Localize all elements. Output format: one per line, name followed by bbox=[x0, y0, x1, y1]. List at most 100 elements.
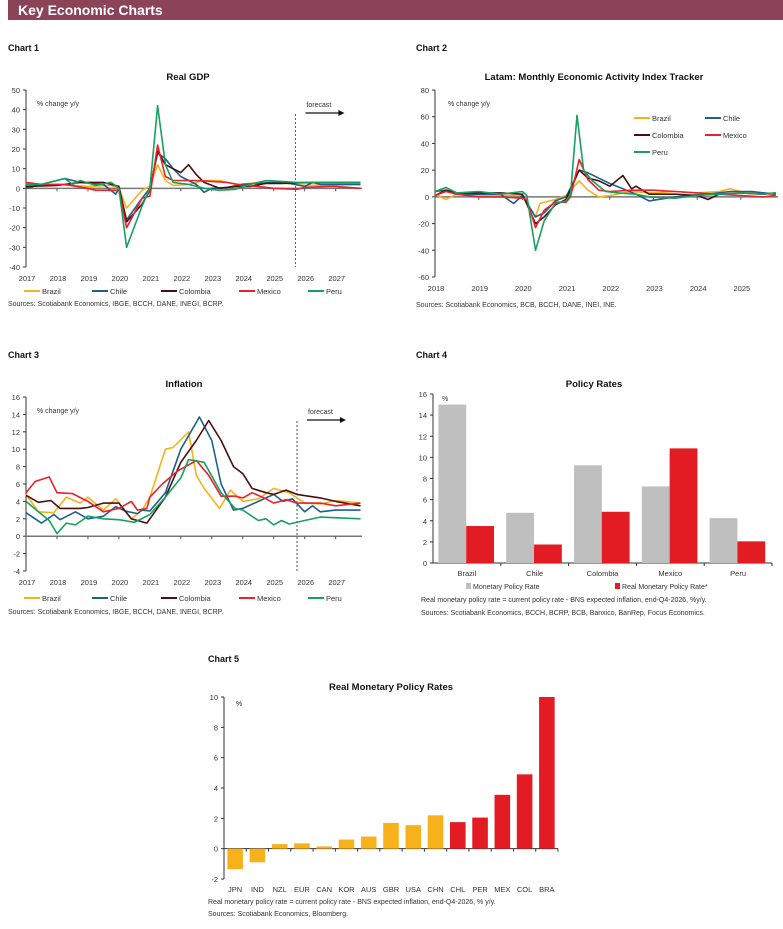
y-tick-label: 4 bbox=[214, 784, 218, 793]
legend-label: Peru bbox=[326, 594, 342, 603]
y-tick-label: 4 bbox=[16, 497, 20, 506]
x-tick-label: 2018 bbox=[428, 284, 445, 293]
series-line-peru bbox=[434, 114, 776, 252]
chart-label: Chart 4 bbox=[416, 350, 447, 360]
y-tick-label: -40 bbox=[9, 263, 20, 272]
y-tick-label: 14 bbox=[419, 411, 427, 420]
x-tick-label: 2022 bbox=[173, 274, 190, 283]
bar-can bbox=[316, 846, 332, 849]
x-tick-label: 2021 bbox=[143, 578, 160, 587]
legend-swatch bbox=[615, 583, 620, 589]
y-tick-label: 50 bbox=[12, 86, 20, 95]
y-tick-label: -20 bbox=[9, 224, 20, 233]
x-category-label: EUR bbox=[294, 885, 310, 894]
y-tick-label: 12 bbox=[12, 428, 20, 437]
y-tick-label: 80 bbox=[421, 86, 429, 95]
bar-chl bbox=[450, 822, 466, 849]
x-category-label: NZL bbox=[273, 885, 287, 894]
chart-4: Chart 4 Policy Rates% 16 14 12 10 8 6 4 2 0 Brazil C… bbox=[416, 350, 773, 617]
legend-label: Chile bbox=[723, 114, 740, 123]
chart-source: Sources: Scotiabank Economics, Bloomberg… bbox=[208, 911, 348, 918]
y-tick-label: 10 bbox=[12, 165, 20, 174]
chart-title: Inflation bbox=[166, 379, 203, 390]
bar-brazil-real-rate bbox=[466, 526, 495, 563]
chart-label: Chart 3 bbox=[8, 350, 39, 360]
x-category-label: Colombia bbox=[587, 569, 620, 578]
x-tick-label: 2020 bbox=[515, 284, 532, 293]
x-category-label: Chile bbox=[526, 569, 543, 578]
legend-label: Brazil bbox=[652, 114, 671, 123]
legend-label: Peru bbox=[652, 148, 668, 157]
bar-colombia-real-rate bbox=[601, 511, 630, 563]
bar-chile-policy-rate bbox=[506, 512, 535, 563]
legend-label: Colombia bbox=[179, 594, 212, 603]
series-line-mexico bbox=[25, 144, 361, 229]
bar-kor bbox=[338, 839, 355, 849]
x-category-label: AUS bbox=[361, 885, 376, 894]
x-category-label: JPN bbox=[228, 885, 242, 894]
legend-swatch bbox=[466, 583, 471, 589]
y-axis-unit-label: % bbox=[236, 701, 242, 708]
x-tick-label: 2017 bbox=[19, 274, 36, 283]
bar-per bbox=[472, 817, 488, 849]
chart-note: Real monetary policy rate = current poli… bbox=[208, 899, 496, 906]
x-tick-label: 2023 bbox=[646, 284, 663, 293]
y-tick-label: 20 bbox=[12, 145, 20, 154]
y-tick-label: 4 bbox=[423, 517, 427, 526]
y-tick-label: -10 bbox=[9, 204, 20, 213]
x-tick-label: 2020 bbox=[112, 578, 129, 587]
chart-label: Chart 5 bbox=[208, 654, 239, 664]
bar-chile-real-rate bbox=[534, 544, 562, 563]
bar-peru-policy-rate bbox=[709, 518, 738, 563]
y-tick-label: -4 bbox=[13, 567, 20, 576]
bar-jpn bbox=[227, 848, 243, 870]
legend-label: Mexico bbox=[257, 287, 281, 296]
y-tick-label: 20 bbox=[421, 166, 429, 175]
series-line-mexico bbox=[25, 459, 361, 513]
x-category-label: CAN bbox=[316, 885, 332, 894]
y-tick-label: -60 bbox=[418, 273, 429, 282]
series-line-colombia bbox=[25, 419, 361, 524]
x-category-label: MEX bbox=[494, 885, 510, 894]
x-category-label: CHN bbox=[427, 885, 443, 894]
x-tick-label: 2021 bbox=[559, 284, 576, 293]
x-tick-label: 2027 bbox=[328, 274, 345, 283]
x-category-label: COL bbox=[517, 885, 532, 894]
x-tick-label: 2024 bbox=[235, 274, 252, 283]
chart-title: Latam: Monthly Economic Activity Index T… bbox=[485, 72, 704, 83]
y-tick-label: 40 bbox=[421, 139, 429, 148]
bar-ind bbox=[249, 848, 266, 863]
x-tick-label: 2025 bbox=[266, 578, 283, 587]
x-tick-label: 2019 bbox=[81, 274, 98, 283]
chart-label: Chart 2 bbox=[416, 43, 447, 53]
legend-label: Chile bbox=[110, 287, 127, 296]
bar-mexico-real-rate bbox=[669, 448, 698, 563]
y-tick-label: 2 bbox=[214, 814, 218, 823]
series-line-mexico bbox=[434, 158, 776, 229]
forecast-label: forecast bbox=[306, 102, 331, 109]
x-category-label: CHL bbox=[450, 885, 465, 894]
x-tick-label: 2023 bbox=[204, 578, 221, 587]
legend-label: Chile bbox=[110, 594, 127, 603]
x-tick-label: 2022 bbox=[602, 284, 619, 293]
y-tick-label: 60 bbox=[421, 113, 429, 122]
legend-label: Brazil bbox=[42, 594, 61, 603]
bar-eur bbox=[294, 843, 310, 849]
x-tick-label: 2019 bbox=[471, 284, 488, 293]
x-tick-label: 2027 bbox=[328, 578, 345, 587]
y-tick-label: -20 bbox=[418, 220, 429, 229]
chart-title: Policy Rates bbox=[566, 379, 623, 390]
forecast-label: forecast bbox=[308, 409, 333, 416]
y-tick-label: 12 bbox=[419, 432, 427, 441]
series-line-chile bbox=[25, 416, 361, 524]
x-tick-label: 2025 bbox=[266, 274, 283, 283]
chart-source: Sources: Scotiabank Economics, IBGE, BCC… bbox=[8, 301, 223, 308]
y-tick-label: -2 bbox=[13, 550, 20, 559]
y-axis-unit-label: % bbox=[442, 396, 448, 403]
x-category-label: IND bbox=[251, 885, 265, 894]
x-tick-label: 2017 bbox=[19, 578, 36, 587]
series-line-colombia bbox=[434, 169, 776, 225]
y-tick-label: 6 bbox=[423, 496, 427, 505]
y-tick-label: 0 bbox=[214, 845, 218, 854]
legend-label: Colombia bbox=[179, 287, 212, 296]
